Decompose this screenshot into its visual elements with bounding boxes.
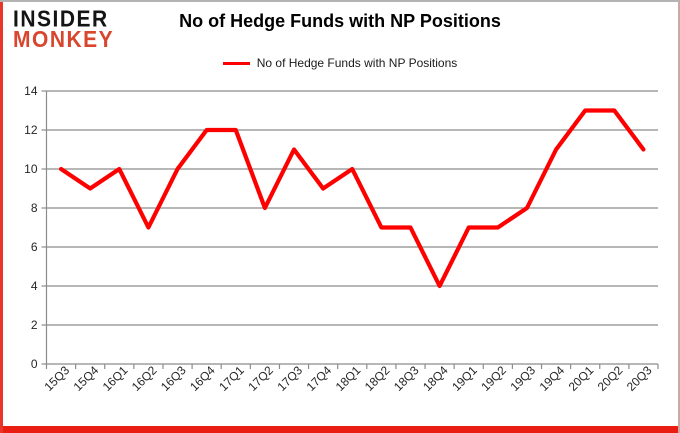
y-tick-label: 4 — [31, 279, 38, 293]
y-tick-label: 0 — [31, 357, 38, 371]
y-tick-label: 8 — [31, 201, 38, 215]
y-tick-label: 2 — [31, 318, 38, 332]
legend-line-swatch — [222, 61, 250, 65]
insider-monkey-logo: INSIDER MONKEY — [13, 6, 115, 53]
y-tick-label: 6 — [31, 240, 38, 254]
logo-insider-text: INSIDER — [13, 6, 109, 32]
legend-label: No of Hedge Funds with NP Positions — [256, 56, 458, 70]
chart-title: No of Hedge Funds with NP Positions — [179, 11, 501, 31]
legend: No of Hedge Funds with NP Positions — [0, 56, 680, 70]
y-tick-label: 12 — [24, 123, 38, 137]
series-line — [58, 108, 646, 289]
y-tick-label: 10 — [24, 162, 38, 176]
y-tick-label: 14 — [24, 84, 38, 98]
logo-monkey-text: MONKEY — [13, 27, 115, 53]
